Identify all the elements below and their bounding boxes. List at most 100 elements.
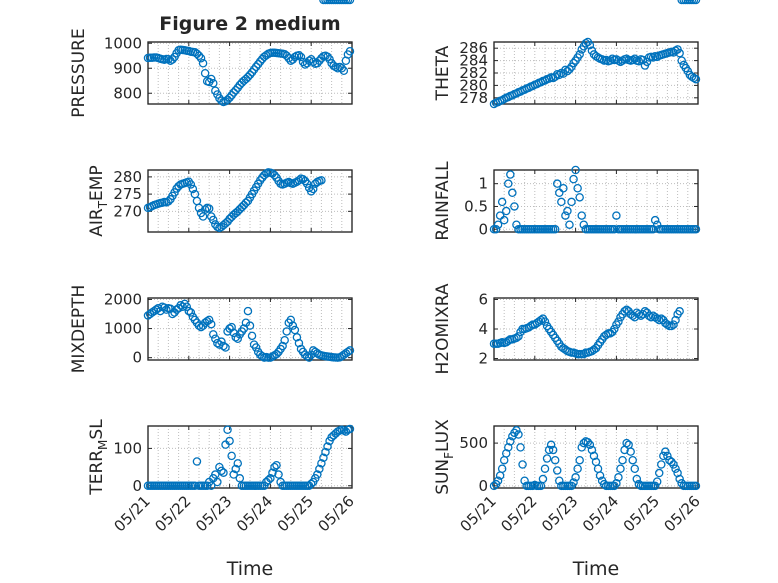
data-point	[294, 51, 304, 60]
data-point	[266, 474, 275, 483]
data-point	[204, 204, 214, 213]
y-tick-label: 278	[459, 89, 488, 107]
data-point	[552, 179, 562, 188]
data-point	[270, 170, 279, 180]
data-point	[557, 197, 566, 207]
y-tick-label: 0	[132, 477, 142, 495]
data-point	[231, 464, 240, 474]
axes-frame	[147, 41, 353, 105]
data-point	[221, 343, 230, 352]
data-point	[337, 64, 347, 73]
axes-frame	[147, 169, 353, 233]
y-tick-label: 284	[459, 52, 488, 70]
y-axis-label: TERRMSL	[87, 419, 110, 496]
y-tick-label: 900	[113, 59, 142, 77]
data-point	[288, 321, 298, 330]
data-point	[211, 470, 220, 479]
data-point	[610, 324, 619, 334]
data-point	[499, 215, 509, 225]
data-point	[518, 460, 527, 469]
data-point	[569, 58, 578, 68]
data-point	[659, 451, 668, 461]
data-point	[652, 314, 662, 323]
y-tick-label: 6	[478, 290, 488, 308]
x-tick-label: 05/23	[192, 492, 235, 535]
data-point	[610, 225, 619, 234]
data-point	[489, 481, 499, 491]
data-point	[315, 464, 324, 474]
x-tick-label: 05/21	[111, 492, 154, 535]
data-point	[650, 481, 660, 491]
data-point	[667, 457, 676, 467]
data-point	[308, 184, 318, 194]
data-point	[270, 462, 279, 472]
data-point	[691, 225, 701, 234]
data-point	[575, 455, 584, 465]
y-tick-label: 280	[459, 76, 488, 94]
data-point	[506, 437, 515, 446]
data-point	[493, 476, 503, 485]
data-point	[284, 54, 294, 63]
data-point	[573, 464, 582, 474]
y-axis-label: H2OMIXRA	[433, 283, 453, 374]
y-tick-label: 0.5	[464, 197, 488, 215]
data-point	[618, 56, 627, 65]
x-tick-label: 05/24	[233, 492, 276, 535]
y-tick-label: 280	[113, 168, 142, 186]
data-point	[241, 198, 251, 207]
x-tick-label: 05/21	[457, 492, 500, 535]
data-point	[667, 321, 676, 331]
data-point	[516, 443, 525, 452]
axes-frame	[493, 425, 699, 489]
data-point	[321, 447, 330, 457]
data-point	[213, 477, 222, 487]
data-point	[595, 471, 605, 480]
data-point	[689, 73, 699, 83]
data-point	[200, 205, 210, 214]
data-point	[227, 451, 236, 461]
data-point	[343, 347, 353, 357]
data-point	[313, 470, 322, 479]
data-point	[671, 464, 680, 474]
data-point	[585, 40, 595, 50]
x-tick-label: 05/25	[274, 492, 317, 535]
data-point	[233, 334, 243, 343]
data-point	[646, 312, 656, 322]
data-point	[614, 317, 623, 326]
data-point	[552, 466, 562, 475]
x-tick-label: 05/26	[315, 492, 358, 535]
data-point	[204, 315, 214, 325]
data-point	[292, 333, 302, 342]
data-point	[661, 447, 670, 456]
data-point	[504, 179, 513, 188]
data-point	[548, 445, 558, 455]
data-point	[573, 183, 582, 193]
data-point	[306, 187, 316, 196]
data-point	[231, 86, 240, 95]
data-point	[317, 459, 326, 468]
data-point	[186, 308, 196, 317]
data-point	[247, 331, 257, 341]
data-point	[251, 343, 261, 352]
data-point	[657, 460, 666, 469]
data-point	[630, 464, 640, 474]
data-point	[550, 455, 560, 465]
data-point	[663, 451, 672, 461]
data-point	[219, 468, 228, 477]
data-point	[520, 476, 529, 485]
data-point	[550, 72, 560, 81]
data-point	[345, 0, 355, 5]
data-point	[567, 197, 576, 207]
data-point	[540, 317, 550, 326]
y-tick-label: 2000	[104, 290, 142, 308]
data-point	[325, 55, 334, 64]
data-point	[217, 337, 226, 346]
data-point	[188, 184, 198, 194]
data-point	[675, 474, 684, 484]
data-point	[632, 474, 642, 484]
data-point	[162, 305, 171, 314]
data-point	[650, 215, 660, 225]
y-tick-label: 800	[113, 84, 142, 102]
